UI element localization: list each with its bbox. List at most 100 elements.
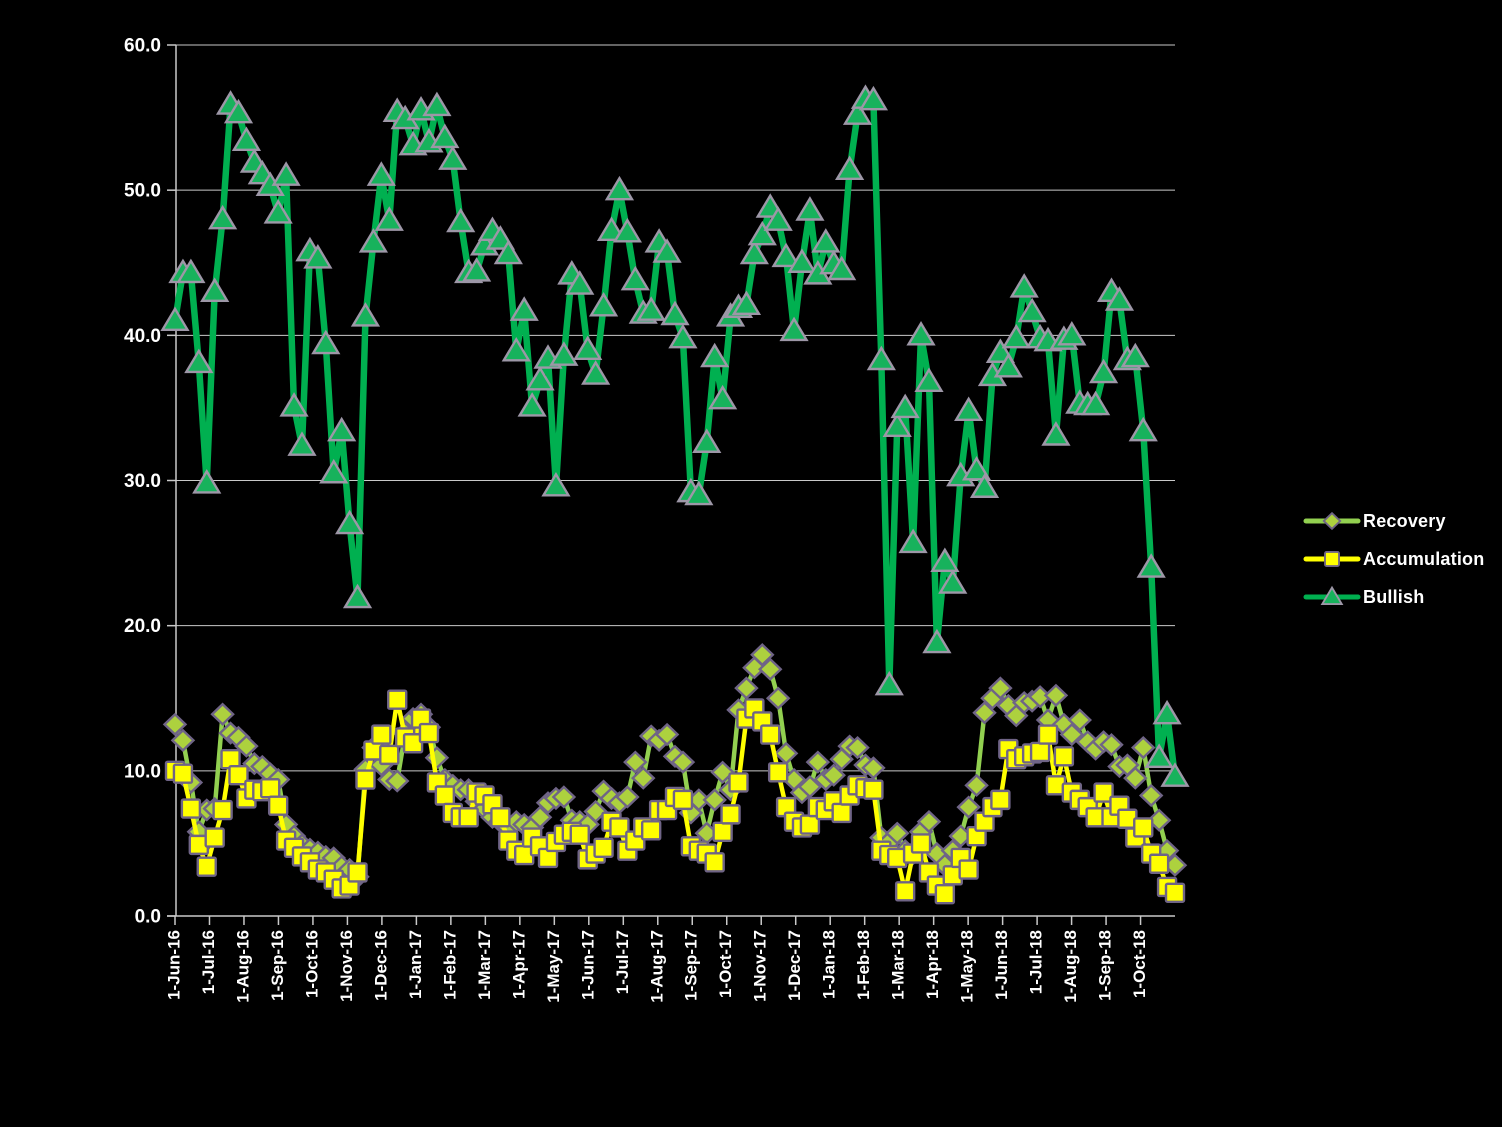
diamond-marker [527,805,553,829]
x-axis-tick-label: 1-Feb-17 [440,930,459,1000]
square-marker [704,852,725,873]
square-marker [672,789,694,811]
x-axis-tick-label: 1-Oct-16 [302,930,321,998]
square-marker [434,785,456,806]
accumulation-line-marker-icon [1303,551,1361,567]
triangle-marker [509,296,539,321]
triangle-marker [342,583,373,609]
triangle-marker [1144,743,1174,768]
triangle-marker [660,300,690,326]
triangle-marker [438,145,468,170]
x-axis-tick-label: 1-Mar-17 [475,930,494,1000]
triangle-marker [731,290,762,316]
triangle-marker [684,480,714,506]
square-marker [172,763,194,784]
diamond-marker [615,785,640,809]
square-marker [934,884,956,905]
x-axis-tick-label: 1-Jul-17 [613,930,632,994]
diamond-marker [670,750,696,774]
x-axis-tick-label: 1-Mar-18 [889,930,908,1000]
triangle-marker [1088,358,1119,384]
diamond-marker [1322,511,1342,531]
triangle-marker [573,335,603,361]
triangle-marker [922,628,952,654]
square-marker [767,762,789,783]
diamond-marker [916,809,942,834]
legend-item-bullish: Bullish [1303,584,1484,610]
diamond-marker [1146,808,1172,832]
x-axis-tick-label: 1-Sep-18 [1096,930,1115,1001]
square-marker [180,798,202,819]
triangle-marker [969,473,1000,498]
x-axis-tick-label: 1-Jun-17 [578,930,597,1000]
triangle-marker [668,323,698,349]
triangle-marker [652,238,682,263]
square-marker [267,795,289,816]
square-marker [990,789,1011,811]
x-axis-tick-label: 1-Jan-18 [820,930,839,999]
triangle-marker [1001,323,1031,349]
triangle-marker [263,199,293,224]
y-axis-tick-label: 30.0 [124,471,161,492]
diamond-marker [757,657,783,681]
triangle-marker [842,100,873,125]
diamond-marker [551,785,577,809]
diamond-marker [1123,766,1148,790]
triangle-marker [1081,390,1111,416]
x-axis-tick-label: 1-Aug-18 [1061,930,1080,1003]
triangle-marker [739,239,769,265]
diamond-marker [861,756,886,780]
square-marker [1037,724,1059,745]
y-axis-tick-label: 50.0 [124,181,161,202]
square-marker [196,856,217,877]
x-axis-tick-label: 1-May-17 [544,930,563,1003]
diamond-marker [162,712,188,737]
triangle-marker [763,206,793,231]
x-axis-tick-label: 1-Oct-17 [716,930,735,998]
y-axis-tick-label: 20.0 [124,616,161,637]
square-marker [1053,746,1075,767]
series-accumulation [164,689,1186,905]
triangle-marker [1136,553,1166,578]
y-axis-tick-label: 10.0 [124,761,161,782]
diamond-marker [710,760,735,784]
diamond-marker [750,643,775,667]
square-marker [204,827,225,848]
square-marker [347,862,368,883]
recovery-line-marker-icon [1303,511,1361,531]
diamond-marker [988,676,1013,700]
triangle-marker [811,228,841,253]
legend: Recovery Accumulation Bullish [1303,508,1484,622]
diamond-marker [583,799,608,824]
triangle-marker [303,244,333,269]
triangle-marker [1160,762,1190,787]
triangle-marker [700,342,730,368]
triangle-marker [795,196,825,221]
triangle-marker [747,220,777,246]
triangle-marker [1320,585,1344,605]
triangle-marker [350,302,381,327]
legend-label-accumulation: Accumulation [1363,548,1485,569]
triangle-marker [366,161,396,186]
triangle-marker [993,352,1023,378]
triangle-marker [636,296,666,321]
triangle-marker [938,569,968,594]
triangle-marker [898,528,928,554]
x-axis-tick-label: 1-Oct-18 [1130,930,1149,998]
x-axis-tick-label: 1-May-18 [958,930,977,1003]
square-marker [371,724,392,745]
triangle-marker [176,258,206,284]
diamond-marker [845,735,870,760]
triangle-marker [708,384,738,410]
triangle-marker [374,206,404,231]
diamond-marker [797,775,823,799]
triangle-marker [771,242,801,268]
series-line [171,95,1179,780]
triangle-marker [517,392,547,417]
triangle-marker [541,471,571,497]
square-marker [720,804,741,825]
x-axis-tick-label: 1-Jun-18 [992,930,1011,1000]
triangle-marker [787,248,817,273]
x-axis-tick-label: 1-Jul-16 [199,930,218,994]
